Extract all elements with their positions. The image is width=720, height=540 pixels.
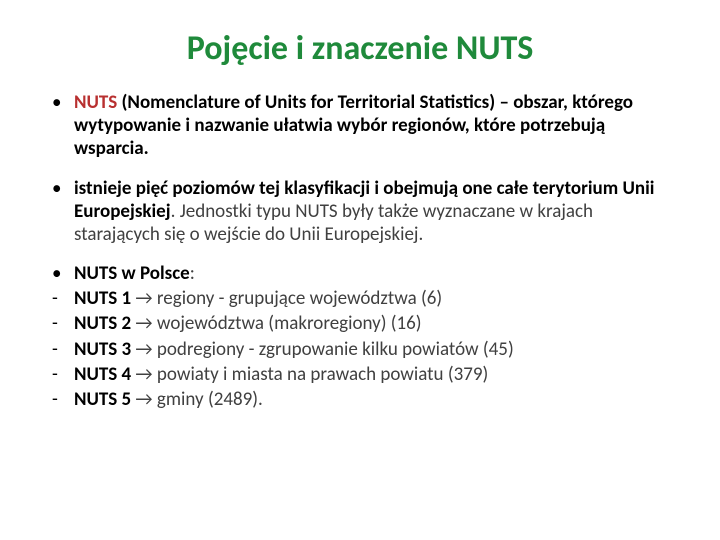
list-item: istnieje pięć poziomów tej klasyfikacji …: [50, 177, 670, 247]
slide: Pojęcie i znaczenie NUTS NUTS (Nomenclat…: [0, 0, 720, 540]
bold-text: NUTS w Polsce: [74, 262, 190, 285]
bold-text: NUTS 3: [74, 338, 131, 361]
bold-text: NUTS 2: [74, 312, 131, 335]
list-item: NUTS w Polsce:: [50, 262, 670, 285]
list-item: NUTS 2 → województwa (makroregiony) (16): [50, 312, 670, 335]
accent-text: NUTS: [74, 91, 117, 114]
body-text: → podregiony - zgrupowanie kilku powiató…: [131, 338, 514, 361]
list-item: NUTS (Nomenclature of Units for Territor…: [50, 91, 670, 161]
list-item: NUTS 3 → podregiony - zgrupowanie kilku …: [50, 338, 670, 361]
body-text: → powiaty i miasta na prawach powiatu (3…: [131, 363, 488, 386]
bold-text: NUTS 1: [74, 287, 131, 310]
bold-text: (Nomenclature of Units for Territorial S…: [74, 91, 633, 160]
bold-text: NUTS 4: [74, 363, 131, 386]
slide-title: Pojęcie i znaczenie NUTS: [50, 28, 670, 69]
list-item: NUTS 1 → regiony - grupujące województwa…: [50, 287, 670, 310]
content-list: NUTS (Nomenclature of Units for Territor…: [50, 91, 670, 411]
list-item: NUTS 5 → gminy (2489).: [50, 388, 670, 411]
body-text: → województwa (makroregiony) (16): [131, 312, 421, 335]
body-text: → regiony - grupujące województwa (6): [131, 287, 442, 310]
body-text: :: [190, 262, 195, 285]
list-item: NUTS 4 → powiaty i miasta na prawach pow…: [50, 363, 670, 386]
bold-text: NUTS 5: [74, 388, 131, 411]
body-text: → gminy (2489).: [131, 388, 263, 411]
